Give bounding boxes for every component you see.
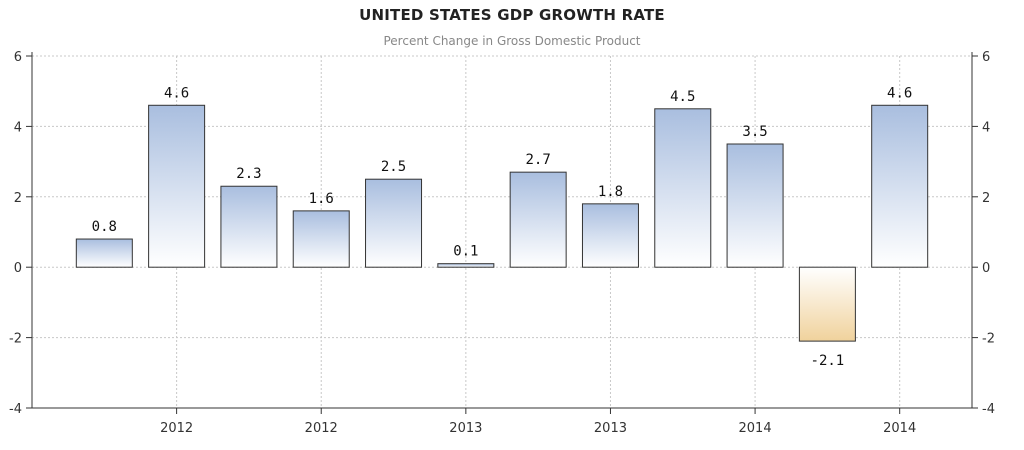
bar <box>798 266 856 342</box>
y-tick-label-right: 4 <box>982 120 990 135</box>
data-label: 2.3 <box>236 166 261 182</box>
data-label: 1.8 <box>598 184 623 200</box>
y-tick-label-left: 4 <box>14 120 22 135</box>
data-label: 4.6 <box>164 85 189 101</box>
x-tick-label: 2013 <box>449 421 482 436</box>
x-tick-label: 2013 <box>594 421 627 436</box>
data-label: 0.8 <box>92 219 117 235</box>
bar <box>581 203 639 268</box>
bar <box>509 171 567 268</box>
bar <box>148 104 206 268</box>
chart-title: UNITED STATES GDP GROWTH RATE <box>359 6 665 24</box>
bar <box>75 238 133 268</box>
bars-layer <box>75 104 929 342</box>
x-tick-label: 2014 <box>883 421 916 436</box>
y-tick-label-left: 6 <box>14 50 22 65</box>
data-label: 0.1 <box>453 244 478 260</box>
y-tick-label-right: 6 <box>982 50 990 65</box>
x-tick-label: 2014 <box>739 421 772 436</box>
y-tick-label-right: 2 <box>982 191 990 206</box>
bar <box>292 210 350 268</box>
bar <box>365 178 423 268</box>
data-label: 3.5 <box>742 124 767 140</box>
y-tick-label-left: 2 <box>14 191 22 206</box>
bar <box>726 143 784 268</box>
bar <box>220 185 278 268</box>
data-label: 4.5 <box>670 89 695 105</box>
y-tick-label-right: 0 <box>982 261 990 276</box>
bar <box>437 263 495 268</box>
y-tick-label-left: -4 <box>9 402 22 417</box>
y-tick-label-right: -2 <box>982 332 995 347</box>
data-label: 2.5 <box>381 159 406 175</box>
x-tick-label: 2012 <box>160 421 193 436</box>
data-label: -2.1 <box>811 353 845 369</box>
x-tick-label: 2012 <box>305 421 338 436</box>
axes-layer <box>26 52 978 414</box>
y-tick-label-right: -4 <box>982 402 995 417</box>
bar <box>871 104 929 268</box>
y-tick-label-left: 0 <box>14 261 22 276</box>
y-tick-label-left: -2 <box>9 332 22 347</box>
labels-layer: 0.8 4.6 2.3 1.6 2.5 0.1 2.7 1.8 4.5 3.5 -2.1 4.6 -4 -… <box>9 50 995 436</box>
bar <box>654 108 712 268</box>
data-label: 4.6 <box>887 85 912 101</box>
data-label: 1.6 <box>309 191 334 207</box>
chart-subtitle: Percent Change in Gross Domestic Product <box>383 34 641 48</box>
data-label: 2.7 <box>526 152 551 168</box>
